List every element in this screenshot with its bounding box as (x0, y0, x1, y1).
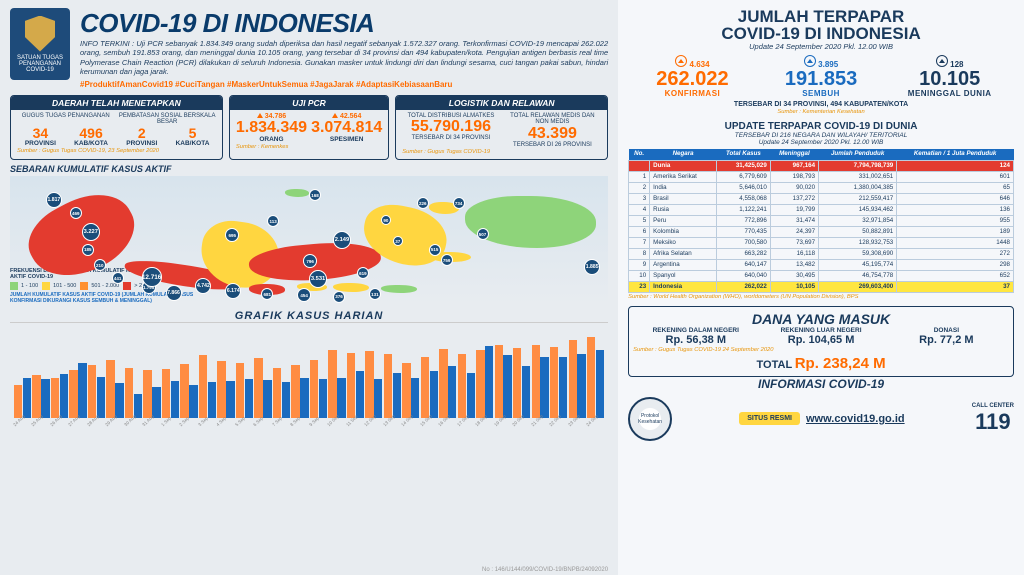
main-stats: 4.634262.022KONFIRMASI 3.895191.853SEMBU… (628, 55, 1014, 98)
bar-group: 13 Sep (384, 354, 401, 418)
bar-group: 2 Sep (180, 364, 197, 418)
bar-group: 26 Aug (51, 374, 68, 419)
bar-group: 23 Sep (569, 340, 586, 419)
bar-group: 19 Sep (495, 345, 512, 418)
map-bubble: 3.531 (309, 270, 327, 288)
website-link[interactable]: www.covid19.go.id (806, 413, 905, 425)
map-bubble: 2.149 (333, 231, 351, 249)
bar-group: 4 Sep (217, 361, 234, 419)
bar-group: 6 Sep (254, 358, 271, 419)
map-bubble: 12.716 (142, 267, 162, 287)
logistik-box: LOGISTIK DAN RELAWAN TOTAL DISTRIBUSI AL… (395, 95, 608, 161)
map-bubble: 619 (357, 267, 369, 279)
bar-group: 30 Aug (125, 368, 142, 418)
regions-title: DAERAH TELAH MENETAPKAN (11, 96, 222, 110)
info-covid-section: INFORMASI COVID-19 Protokol Kesehatan SI… (628, 377, 1014, 441)
bar-group: 15 Sep (421, 357, 438, 419)
page-title: COVID-19 DI INDONESIA (80, 8, 608, 39)
map-bubble: 3.227 (82, 223, 100, 241)
bar-group: 8 Sep (291, 365, 308, 419)
map-bubble: 113 (267, 215, 279, 227)
map-bubble: 131 (369, 288, 381, 300)
bar-group: 7 Sep (273, 368, 290, 419)
bar-group: 20 Sep (513, 348, 530, 418)
situs-resmi-button[interactable]: SITUS RESMI (739, 412, 800, 425)
bar-group: 24 Aug (14, 378, 31, 418)
map-bubble: 507 (477, 228, 489, 240)
info-terkini: INFO TERKINI : Uji PCR sebanyak 1.834.34… (80, 39, 608, 77)
bar-group: 31 Aug (143, 370, 160, 418)
bar-group: 22 Sep (550, 347, 567, 419)
bar-group: 14 Sep (402, 363, 419, 418)
fund-col: REKENING LUAR NEGERIRp. 104,65 M (758, 327, 883, 346)
map-bubble: 1.885 (584, 259, 600, 275)
bar-group: 21 Sep (532, 345, 549, 418)
bar-group: 11 Sep (347, 353, 364, 419)
map-bubble: 37 (393, 236, 403, 246)
map-bubble: 734 (453, 197, 465, 209)
protocol-icon: Protokol Kesehatan (628, 397, 672, 441)
pcr-box: UJI PCR 34.7861.834.349ORANG 42.5643.074… (229, 95, 389, 161)
shield-icon (25, 16, 55, 52)
map-bubble: 1.817 (46, 192, 62, 208)
fund-col: REKENING DALAM NEGERIRp. 56,38 M (633, 327, 758, 346)
world-section: UPDATE TERPAPAR COVID-19 DI DUNIA TERSEB… (628, 121, 1014, 300)
map-bubble: 759 (441, 254, 453, 266)
call-center[interactable]: CALL CENTER 119 (972, 403, 1014, 435)
map-bubble: 454 (297, 288, 311, 302)
map-bubble: 515 (429, 244, 441, 256)
map-bubble: 7.866 (166, 285, 182, 301)
bar-group: 12 Sep (365, 351, 382, 418)
map-bubble: 185 (82, 244, 94, 256)
bar-group: 17 Sep (458, 354, 475, 418)
header: SATUAN TUGAS PENANGANAN COVID-19 COVID-1… (10, 8, 608, 89)
stat-meninggal dunia: 12810.105MENINGGAL DUNIA (885, 55, 1014, 98)
world-table: No.NegaraTotal KasusMeninggalJumlah Pend… (628, 149, 1014, 293)
bar-group: 16 Sep (439, 349, 456, 419)
bar-group: 10 Sep (328, 350, 345, 418)
agency-logo: SATUAN TUGAS PENANGANAN COVID-19 (10, 8, 70, 80)
map-bubble: 6.174 (225, 283, 241, 299)
bar-group: 27 Aug (69, 363, 86, 419)
map-section: SEBARAN KUMULATIF KASUS AKTIF FREKUENSI … (10, 164, 608, 306)
map-bubble: 4.742 (195, 278, 211, 294)
daily-chart-section: GRAFIK KASUS HARIAN 24 Aug25 Aug26 Aug27… (10, 310, 608, 418)
logo-text: SATUAN TUGAS PENANGANAN COVID-19 (14, 55, 66, 73)
map-bubble: 376 (333, 291, 345, 303)
bar-group: 1 Sep (162, 369, 179, 418)
map-bubble: 681 (261, 288, 273, 300)
bar-group: 9 Sep (310, 360, 327, 418)
indonesia-map: FREKUENSI DAERAH JUMLAH KUMULATIF KASUS … (10, 176, 608, 306)
funds-section: DANA YANG MASUK REKENING DALAM NEGERIRp.… (628, 306, 1014, 377)
bar-group: 25 Aug (32, 375, 49, 418)
bar-group: 29 Aug (106, 360, 123, 418)
stat-konfirmasi: 4.634262.022KONFIRMASI (628, 55, 757, 98)
map-bubble: 226 (417, 197, 429, 209)
hashtags: #ProduktifAmanCovid19 #CuciTangan #Maske… (80, 80, 608, 89)
map-island (381, 285, 417, 293)
map-bubble: 168 (309, 189, 321, 201)
bar-group: 28 Aug (88, 365, 105, 418)
bar-group: 5 Sep (236, 363, 253, 418)
bar-group: 18 Sep (476, 346, 493, 418)
bar-group: 3 Sep (199, 355, 216, 419)
regions-box: DAERAH TELAH MENETAPKAN GUGUS TUGAS PENA… (10, 95, 223, 161)
map-island (465, 196, 597, 248)
daily-chart: 24 Aug25 Aug26 Aug27 Aug28 Aug29 Aug30 A… (10, 322, 608, 418)
footer-number: No : 146/U144/099/COVID-19/BNPB/24092020 (482, 567, 608, 573)
jumlah-title: JUMLAH TERPAPARCOVID-19 DI INDONESIA (628, 8, 1014, 42)
stat-sembuh: 3.895191.853SEMBUH (757, 55, 886, 98)
fund-col: DONASIRp. 77,2 M (884, 327, 1009, 346)
map-island (285, 189, 309, 197)
bar-group: 24 Sep (587, 337, 604, 419)
